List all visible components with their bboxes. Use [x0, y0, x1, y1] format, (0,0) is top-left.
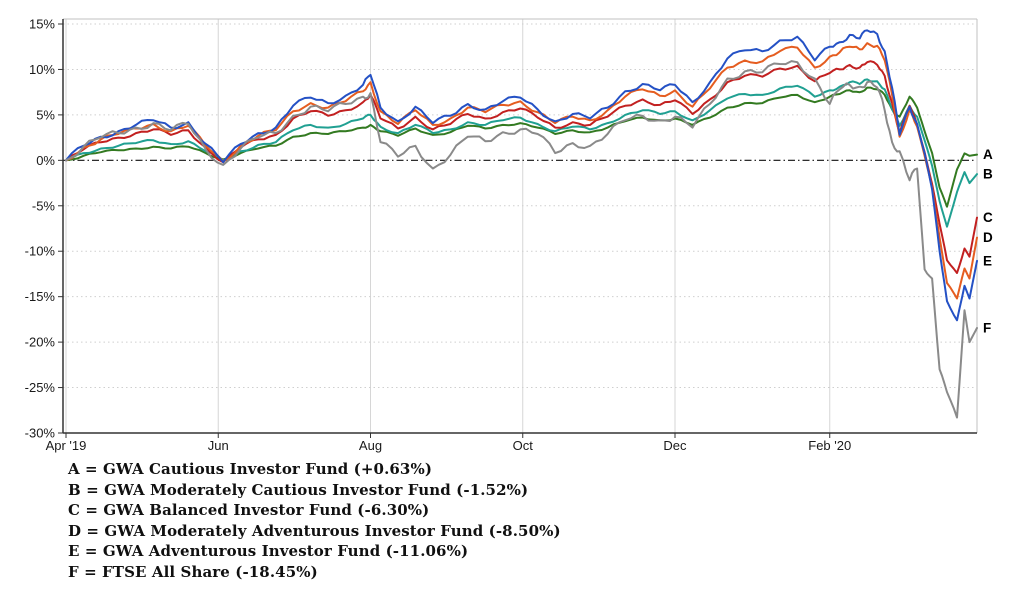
series-letter-B: B — [983, 167, 993, 182]
x-tick-label: Jun — [208, 438, 229, 453]
y-tick-label: 5% — [36, 107, 55, 122]
x-tick-label: Feb '20 — [808, 438, 851, 453]
legend-item-f: F = FTSE All Share (-18.45%) — [68, 562, 318, 581]
series-letter-D: D — [983, 230, 993, 245]
series-line-E — [65, 29, 978, 322]
x-tick-label: Oct — [513, 438, 534, 453]
performance-line-chart: 15% 10% 5% 0% -5% -10% -15% -20% -25% -30%Apr '19… — [25, 17, 993, 454]
y-tick-label: -5% — [32, 198, 56, 213]
series-lines — [65, 29, 978, 419]
y-tick-label: -10% — [25, 244, 56, 259]
series-letter-C: C — [983, 210, 993, 225]
y-tick-label: -20% — [25, 335, 56, 350]
plot-border — [62, 18, 978, 434]
y-tick-label: -25% — [25, 380, 56, 395]
series-line-F — [65, 60, 978, 419]
series-letter-F: F — [983, 321, 991, 336]
y-tick-label: 15% — [29, 17, 55, 32]
series-line-D — [65, 42, 978, 300]
series-line-A — [65, 86, 978, 208]
x-tick-label: Apr '19 — [46, 438, 87, 453]
y-tick-label: -15% — [25, 289, 56, 304]
x-tick-label: Aug — [359, 438, 382, 453]
x-tick-label: Dec — [663, 438, 687, 453]
gridlines — [63, 19, 977, 434]
legend-item-d: D = GWA Moderately Adventurous Investor … — [68, 521, 561, 540]
series-letter-labels: AB CDE F — [983, 147, 993, 335]
legend: A = GWA Cautious Investor Fund (+0.63%) … — [68, 459, 561, 582]
y-tick-label: -30% — [25, 426, 56, 441]
series-letter-E: E — [983, 253, 992, 268]
y-tick-label: 0% — [36, 153, 55, 168]
legend-item-a: A = GWA Cautious Investor Fund (+0.63%) — [68, 460, 433, 478]
series-letter-A: A — [983, 147, 993, 162]
legend-item-b: B = GWA Moderately Cautious Investor Fun… — [68, 480, 529, 499]
y-tick-label: 10% — [29, 62, 55, 77]
axis-labels: 15% 10% 5% 0% -5% -10% -15% -20% -25% -30%Apr '19… — [25, 17, 852, 454]
legend-item-e: E = GWA Adventurous Investor Fund (-11.0… — [68, 542, 469, 560]
legend-item-c: C = GWA Balanced Investor Fund (-6.30%) — [68, 501, 430, 519]
